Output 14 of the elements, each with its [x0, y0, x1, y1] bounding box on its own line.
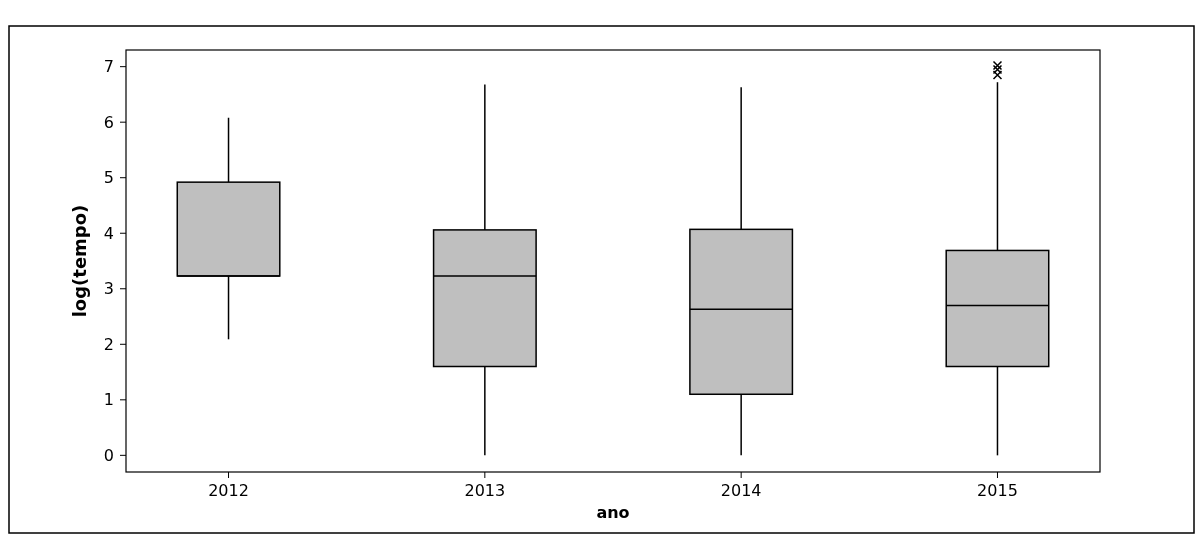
y-tick-label: 6 — [103, 112, 114, 132]
y-tick-label: 1 — [103, 390, 114, 410]
y-tick-label: 2 — [103, 334, 114, 354]
x-tick-label: 2012 — [208, 481, 249, 500]
x-tick-label: 2013 — [464, 481, 506, 500]
y-tick-label: 0 — [103, 445, 114, 465]
y-tick-label: 5 — [103, 168, 114, 188]
x-axis-title: ano — [596, 503, 630, 522]
y-tick-label: 3 — [103, 279, 114, 299]
x-tick-label: 2015 — [977, 481, 1018, 500]
y-axis-title: log(tempo) — [69, 204, 90, 318]
y-tick-label: 7 — [103, 57, 114, 77]
x-tick-label: 2014 — [720, 481, 762, 500]
y-tick-label: 4 — [103, 223, 114, 243]
